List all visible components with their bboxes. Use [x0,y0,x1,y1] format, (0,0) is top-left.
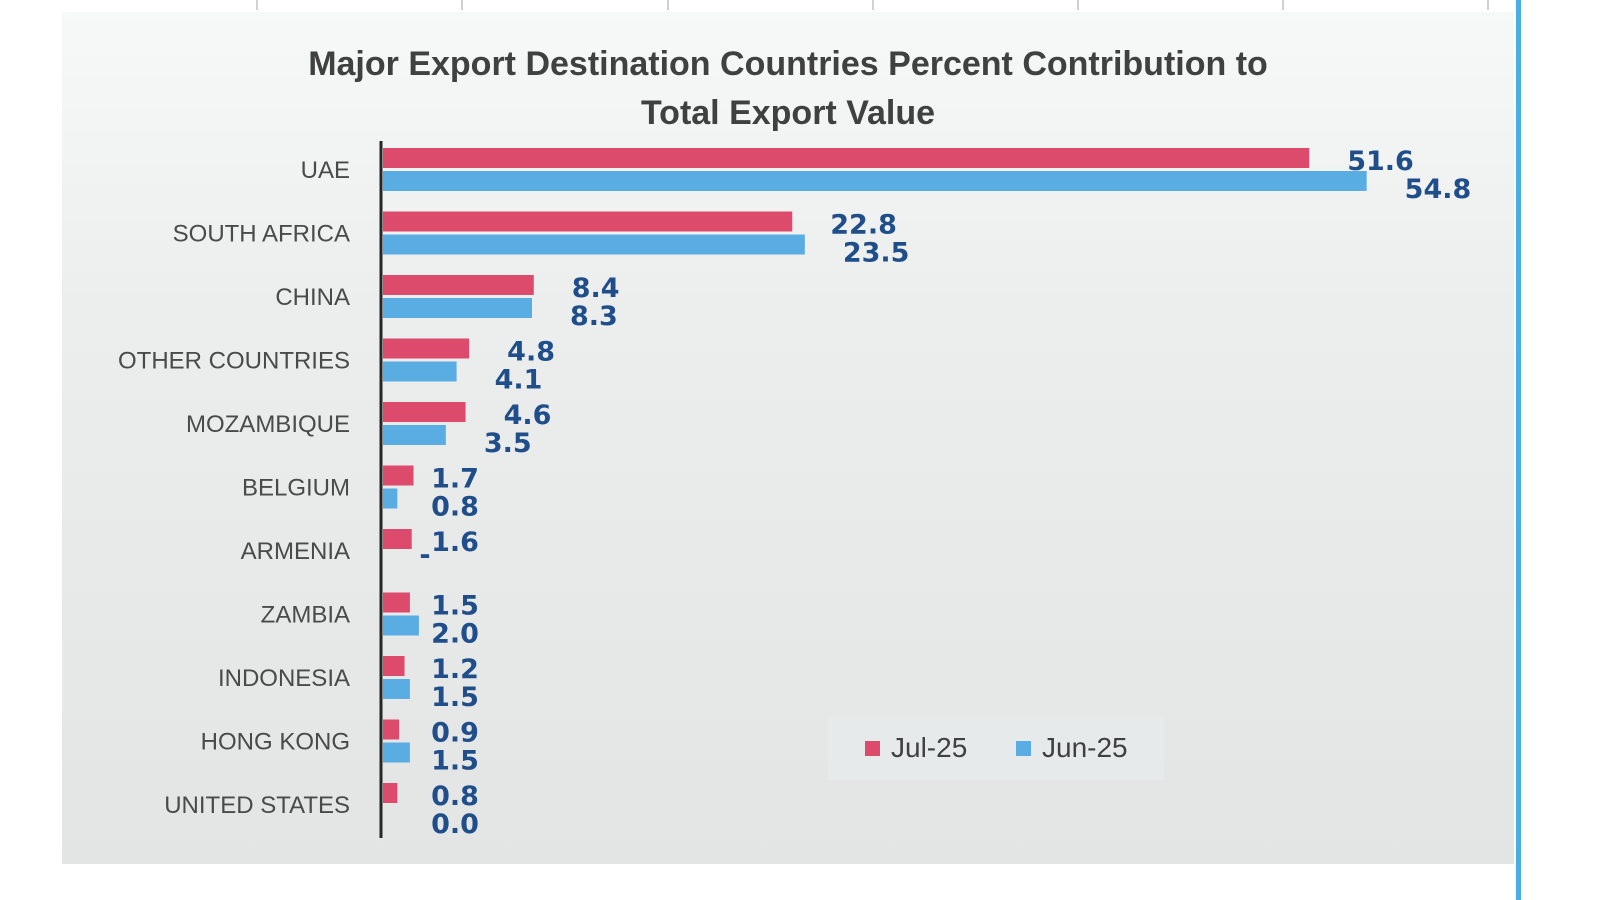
data-label-jul-25-united-states: 0.8 [431,781,479,812]
data-label-jul-25-uae: 51.6 [1347,146,1414,177]
legend: Jul-25 Jun-25 [828,716,1164,780]
data-label-jul-25-south-africa: 22.8 [830,210,897,241]
bars [383,148,1367,803]
data-label-jun-25-hong-kong: 1.5 [431,746,479,777]
category-label-belgium: BELGIUM [242,475,350,502]
category-axis-labels: UAE SOUTH AFRICA CHINA OTHER COUNTRIES MOZAM… [118,157,350,819]
data-label-jul-25-belgium: 1.7 [431,464,479,495]
category-label-armenia: ARMENIA [241,538,350,565]
data-label-jun-25-united-states: 0.0 [431,809,479,840]
bar-jul-25-other-countries [383,338,470,359]
legend-label-jun-25: Jun-25 [1042,732,1128,763]
bar-jul-25-united-states [383,783,398,803]
data-label-jun-25-mozambique: 3.5 [484,428,532,459]
bar-jun-25-uae [383,171,1367,191]
bar-jun-25-mozambique [383,425,446,445]
legend-swatch-jun-25 [1016,741,1031,756]
data-label-jun-25-china: 8.3 [570,301,618,332]
bar-jul-25-mozambique [383,402,466,422]
bar-jul-25-china [383,275,534,295]
data-label-jun-25-zambia: 2.0 [431,619,479,650]
legend-swatch-jul-25 [865,741,880,756]
legend-background [828,716,1164,780]
data-label-jul-25-mozambique: 4.6 [504,400,552,431]
category-label-indonesia: INDONESIA [218,665,350,692]
bar-jul-25-armenia [383,529,412,549]
bar-jun-25-indonesia [383,679,410,699]
data-label-jul-25-zambia: 1.5 [431,591,479,622]
category-label-other-countries: OTHER COUNTRIES [118,348,350,375]
bar-jul-25-uae [383,148,1310,168]
data-label-jul-25-hong-kong: 0.9 [431,718,479,749]
data-label-jun-25-belgium: 0.8 [431,492,479,523]
data-labels: 51.654.822.823.58.48.34.84.14.63.51.70.8… [419,146,1471,840]
bar-jun-25-zambia [383,615,419,636]
data-label-jul-25-china: 8.4 [572,273,620,304]
bar-jun-25-south-africa [383,234,805,255]
category-label-south-africa: SOUTH AFRICA [173,221,350,248]
category-label-hong-kong: HONG KONG [201,729,350,756]
category-label-uae: UAE [301,157,350,184]
data-label-jul-25-other-countries: 4.8 [507,337,555,368]
right-border-rule [1516,0,1521,900]
bar-jun-25-hong-kong [383,742,410,763]
data-label-jun-25-south-africa: 23.5 [843,238,910,269]
data-label-jul-25-armenia: 1.6 [431,527,479,558]
chart-title-line-2: Total Export Value [641,94,935,132]
data-label-jun-25-indonesia: 1.5 [431,682,479,713]
category-label-united-states: UNITED STATES [164,792,350,819]
data-label-jun-25-armenia: - [419,540,430,571]
bar-jul-25-indonesia [383,656,405,676]
data-label-jun-25-uae: 54.8 [1405,174,1472,205]
bar-jun-25-belgium [383,488,398,509]
category-label-china: CHINA [275,284,350,311]
legend-label-jul-25: Jul-25 [891,732,967,763]
bar-jul-25-hong-kong [383,719,400,740]
chart-title-line-1: Major Export Destination Countries Perce… [308,45,1268,83]
bar-jul-25-zambia [383,592,410,613]
bar-jun-25-other-countries [383,361,457,382]
data-label-jun-25-other-countries: 4.1 [495,365,543,396]
bar-jun-25-china [383,298,532,318]
data-label-jul-25-indonesia: 1.2 [431,654,479,685]
bar-jul-25-south-africa [383,211,793,232]
category-label-mozambique: MOZAMBIQUE [186,411,350,438]
category-label-zambia: ZAMBIA [261,602,350,629]
top-tick-marks [256,0,1489,10]
bar-jul-25-belgium [383,465,414,486]
